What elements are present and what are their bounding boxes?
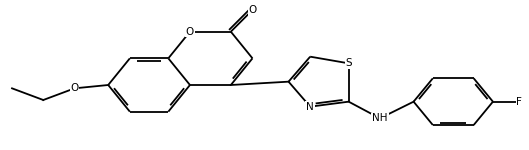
Text: O: O	[186, 27, 194, 37]
Text: F: F	[516, 97, 522, 107]
Text: NH: NH	[372, 113, 388, 123]
Text: O: O	[70, 83, 79, 93]
Text: S: S	[345, 58, 352, 68]
Text: O: O	[248, 5, 257, 15]
Text: N: N	[306, 102, 314, 112]
